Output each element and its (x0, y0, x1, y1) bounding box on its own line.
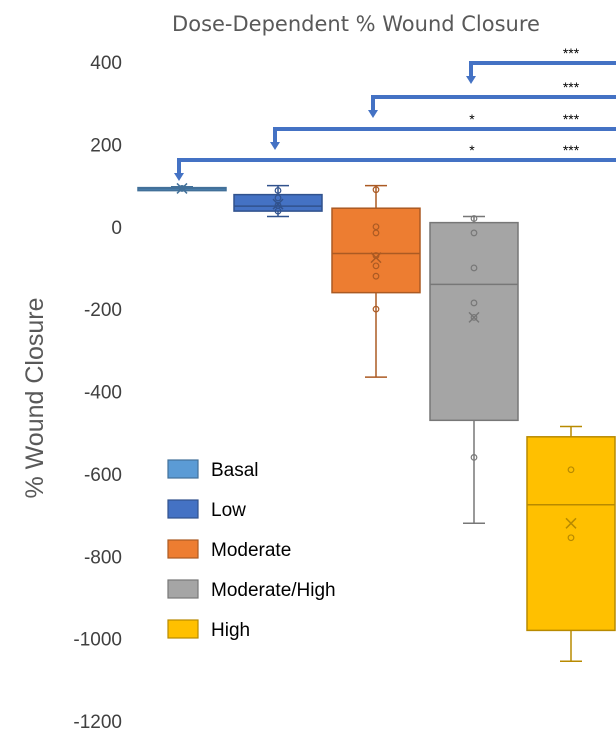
data-point (372, 305, 380, 313)
bracket-line (273, 127, 616, 143)
mean-marker (370, 252, 382, 264)
data-point (372, 272, 380, 280)
mean-marker (176, 182, 188, 194)
data-point (372, 229, 380, 237)
y-tick-label: -800 (84, 547, 122, 568)
data-point (470, 215, 478, 222)
y-tick-label: 400 (90, 53, 122, 74)
box-high (526, 425, 616, 663)
significance-label: * (469, 142, 475, 158)
chart-title: Dose-Dependent % Wound Closure (172, 12, 540, 36)
box-rect (526, 436, 616, 632)
legend-item: Moderate (167, 539, 291, 561)
data-point (372, 186, 380, 194)
data-point (470, 299, 478, 307)
legend-swatch (167, 539, 199, 559)
data-point (178, 185, 186, 192)
significance-brackets: ******* **** *** (174, 45, 616, 181)
legend-label: Low (211, 500, 246, 521)
data-point (567, 466, 575, 474)
box-low (233, 184, 323, 218)
data-point (274, 194, 282, 202)
legend-swatch (167, 499, 199, 519)
y-tick-label: -1200 (73, 712, 122, 733)
bracket-moderate-high: *** (466, 45, 616, 84)
y-tick-label: -200 (84, 300, 122, 321)
legend-label: Moderate (211, 540, 291, 561)
legend: Basal Low Moderate Moderate/High High (167, 459, 336, 641)
data-point (470, 313, 478, 321)
y-tick-label: -400 (84, 383, 122, 404)
legend-label: High (211, 620, 250, 641)
bracket-arrowhead (368, 110, 378, 118)
bracket-line (371, 95, 616, 111)
y-axis-label: % Wound Closure (21, 297, 49, 498)
data-point (470, 229, 478, 237)
legend-swatch (167, 579, 199, 599)
data-point (274, 187, 282, 194)
bracket-basal: * *** (174, 142, 616, 181)
box-moderate (331, 184, 421, 378)
box-plots (137, 182, 616, 663)
legend-swatch (167, 619, 199, 639)
significance-label: *** (563, 111, 580, 127)
mean-marker (468, 311, 480, 323)
legend-label: Basal (211, 460, 259, 481)
y-tick-label: -600 (84, 465, 122, 486)
significance-label: * (469, 111, 475, 127)
mean-marker (272, 198, 284, 210)
legend-item: Moderate/High (167, 579, 336, 601)
bracket-low: * *** (270, 111, 616, 150)
bracket-line (469, 61, 616, 77)
legend-swatch (167, 459, 199, 479)
y-tick-label: 0 (111, 218, 122, 239)
box-rect (429, 221, 519, 422)
legend-item: Low (167, 499, 246, 521)
legend-item: Basal (167, 459, 259, 481)
box-basal (137, 182, 227, 194)
legend-item: High (167, 619, 250, 641)
data-point (274, 207, 282, 215)
y-tick-labels: 400 200 0 -200 -400 -600 -800 -1000 -1200 (73, 53, 122, 733)
y-tick-label: 200 (90, 135, 122, 156)
bracket-line (177, 158, 616, 174)
bracket-arrowhead (270, 142, 280, 150)
data-point (372, 262, 380, 270)
box-rect (331, 207, 421, 294)
data-point (470, 264, 478, 272)
significance-label: *** (563, 45, 580, 61)
legend-label: Moderate/High (211, 580, 336, 601)
data-point (470, 454, 478, 461)
bracket-arrowhead (466, 76, 476, 84)
box-moderate-high (429, 215, 519, 525)
bracket-moderate: *** (368, 79, 616, 118)
bracket-arrowhead (174, 173, 184, 181)
data-point (567, 534, 575, 542)
significance-label: *** (563, 79, 580, 95)
mean-marker (565, 517, 577, 529)
y-tick-label: -1000 (73, 630, 122, 651)
significance-label: *** (563, 142, 580, 158)
